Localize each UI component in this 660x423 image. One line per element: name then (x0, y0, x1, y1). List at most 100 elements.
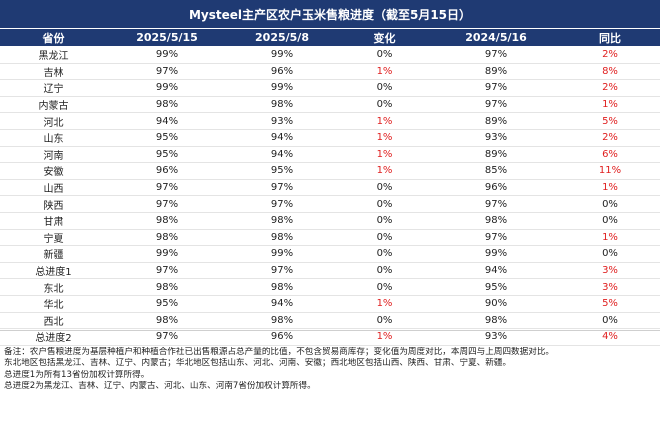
cell-province: 内蒙古 (38, 101, 69, 113)
cell-province: 新疆 (43, 250, 64, 262)
cell-last-year: 98% (484, 314, 508, 326)
cell-current-week: 99% (155, 49, 179, 61)
table-row: 西北 98% 98% 0% 98% 0% (0, 313, 660, 330)
cell-last-week: 97% (270, 265, 294, 277)
cell-change: 0% (376, 198, 393, 210)
cell-yoy: 3% (602, 281, 618, 293)
cell-last-year: 98% (484, 215, 508, 227)
cell-province: 山西 (43, 184, 64, 196)
cell-last-week: 99% (270, 49, 294, 61)
cell-current-week: 98% (155, 314, 179, 326)
cell-change: 0% (376, 215, 393, 227)
header-province: 省份 (42, 31, 65, 45)
cell-change: 0% (376, 314, 393, 326)
cell-province: 东北 (43, 283, 64, 295)
cell-last-week: 98% (270, 231, 294, 243)
cell-change: 0% (376, 231, 393, 243)
table-row: 陕西 97% 97% 0% 97% 0% (0, 196, 660, 213)
table-header: 省份 2025/5/15 2025/5/8 变化 2024/5/16 同比 (0, 29, 660, 46)
cell-province: 陕西 (43, 200, 64, 212)
table-row: 东北 98% 98% 0% 95% 3% (0, 279, 660, 296)
cell-last-week: 94% (270, 148, 294, 160)
cell-province: 山东 (43, 134, 64, 146)
cell-last-week: 98% (270, 314, 294, 326)
note-line: 备注：农户售粮进度为基层种植户和种植合作社已出售粮源占总产量的比值，不包含贸易商… (4, 347, 555, 357)
cell-province: 西北 (43, 316, 64, 328)
cell-yoy: 5% (602, 115, 618, 127)
cell-change: 1% (376, 331, 393, 343)
cell-last-week: 93% (270, 115, 294, 127)
table-row: 新疆 99% 99% 0% 99% 0% (0, 246, 660, 263)
table-row: 黑龙江 99% 99% 0% 97% 2% (0, 47, 660, 64)
cell-last-year: 85% (484, 165, 508, 177)
cell-yoy: 6% (602, 148, 618, 160)
cell-current-week: 95% (155, 148, 179, 160)
cell-last-year: 90% (484, 298, 508, 310)
cell-province: 安徽 (43, 167, 64, 179)
cell-province: 河南 (43, 150, 64, 162)
cell-change: 0% (376, 99, 393, 111)
cell-yoy: 2% (602, 82, 618, 94)
cell-last-year: 97% (484, 198, 508, 210)
cell-last-year: 89% (484, 115, 508, 127)
cell-current-week: 96% (155, 165, 179, 177)
cell-province: 河北 (43, 117, 64, 129)
cell-change: 0% (376, 49, 393, 61)
cell-province: 辽宁 (43, 84, 64, 96)
table-row: 内蒙古 98% 98% 0% 97% 1% (0, 97, 660, 114)
table-row: 甘肃 98% 98% 0% 98% 0% (0, 213, 660, 230)
cell-current-week: 95% (155, 298, 179, 310)
cell-last-week: 94% (270, 132, 294, 144)
cell-current-week: 97% (155, 265, 179, 277)
cell-last-year: 97% (484, 231, 508, 243)
cell-current-week: 98% (155, 99, 179, 111)
cell-change: 0% (376, 248, 393, 260)
cell-province: 宁夏 (43, 233, 64, 245)
table-row: 宁夏 98% 98% 0% 97% 1% (0, 230, 660, 247)
header-last-week: 2025/5/8 (255, 31, 309, 44)
cell-yoy: 1% (602, 99, 618, 111)
cell-current-week: 98% (155, 281, 179, 293)
cell-change: 1% (376, 148, 393, 160)
cell-yoy: 2% (602, 49, 618, 61)
note-line: 总进度1为所有13省份加权计算所得。 (4, 369, 150, 380)
cell-change: 0% (376, 182, 393, 194)
cell-change: 0% (376, 82, 393, 94)
cell-change: 0% (376, 281, 393, 293)
cell-last-year: 94% (484, 265, 508, 277)
cell-last-week: 95% (270, 165, 294, 177)
cell-current-week: 99% (155, 248, 179, 260)
cell-last-year: 95% (484, 281, 508, 293)
cell-yoy: 1% (602, 231, 618, 243)
cell-current-week: 95% (155, 132, 179, 144)
header-change: 变化 (373, 31, 396, 45)
table-row: 山东 95% 94% 1% 93% 2% (0, 130, 660, 147)
cell-last-year: 96% (484, 182, 508, 194)
cell-last-year: 93% (484, 132, 508, 144)
cell-current-week: 97% (155, 331, 179, 343)
table-row: 辽宁 99% 99% 0% 97% 2% (0, 80, 660, 97)
cell-yoy: 5% (602, 298, 618, 310)
cell-change: 1% (376, 298, 393, 310)
cell-current-week: 98% (155, 215, 179, 227)
cell-change: 1% (376, 115, 393, 127)
cell-province: 华北 (43, 300, 64, 312)
table-row: 河南 95% 94% 1% 89% 6% (0, 147, 660, 164)
cell-current-week: 99% (155, 82, 179, 94)
cell-yoy: 2% (602, 132, 618, 144)
cell-last-week: 96% (270, 331, 294, 343)
cell-yoy: 1% (602, 182, 618, 194)
header-yoy: 同比 (599, 31, 621, 45)
cell-last-year: 97% (484, 82, 508, 94)
cell-last-year: 89% (484, 148, 508, 160)
cell-last-week: 97% (270, 182, 294, 194)
note-line: 总进度2为黑龙江、吉林、辽宁、内蒙古、河北、山东、河南7省份加权计算所得。 (4, 380, 316, 391)
cell-last-week: 99% (270, 248, 294, 260)
cell-change: 0% (376, 265, 393, 277)
table-title: Mysteel主产区农户玉米售粮进度（截至5月15日） (0, 0, 660, 29)
cell-last-year: 93% (484, 331, 508, 343)
cell-last-week: 99% (270, 82, 294, 94)
table-row: 安徽 96% 95% 1% 85% 11% (0, 163, 660, 180)
table-row: 河北 94% 93% 1% 89% 5% (0, 113, 660, 130)
